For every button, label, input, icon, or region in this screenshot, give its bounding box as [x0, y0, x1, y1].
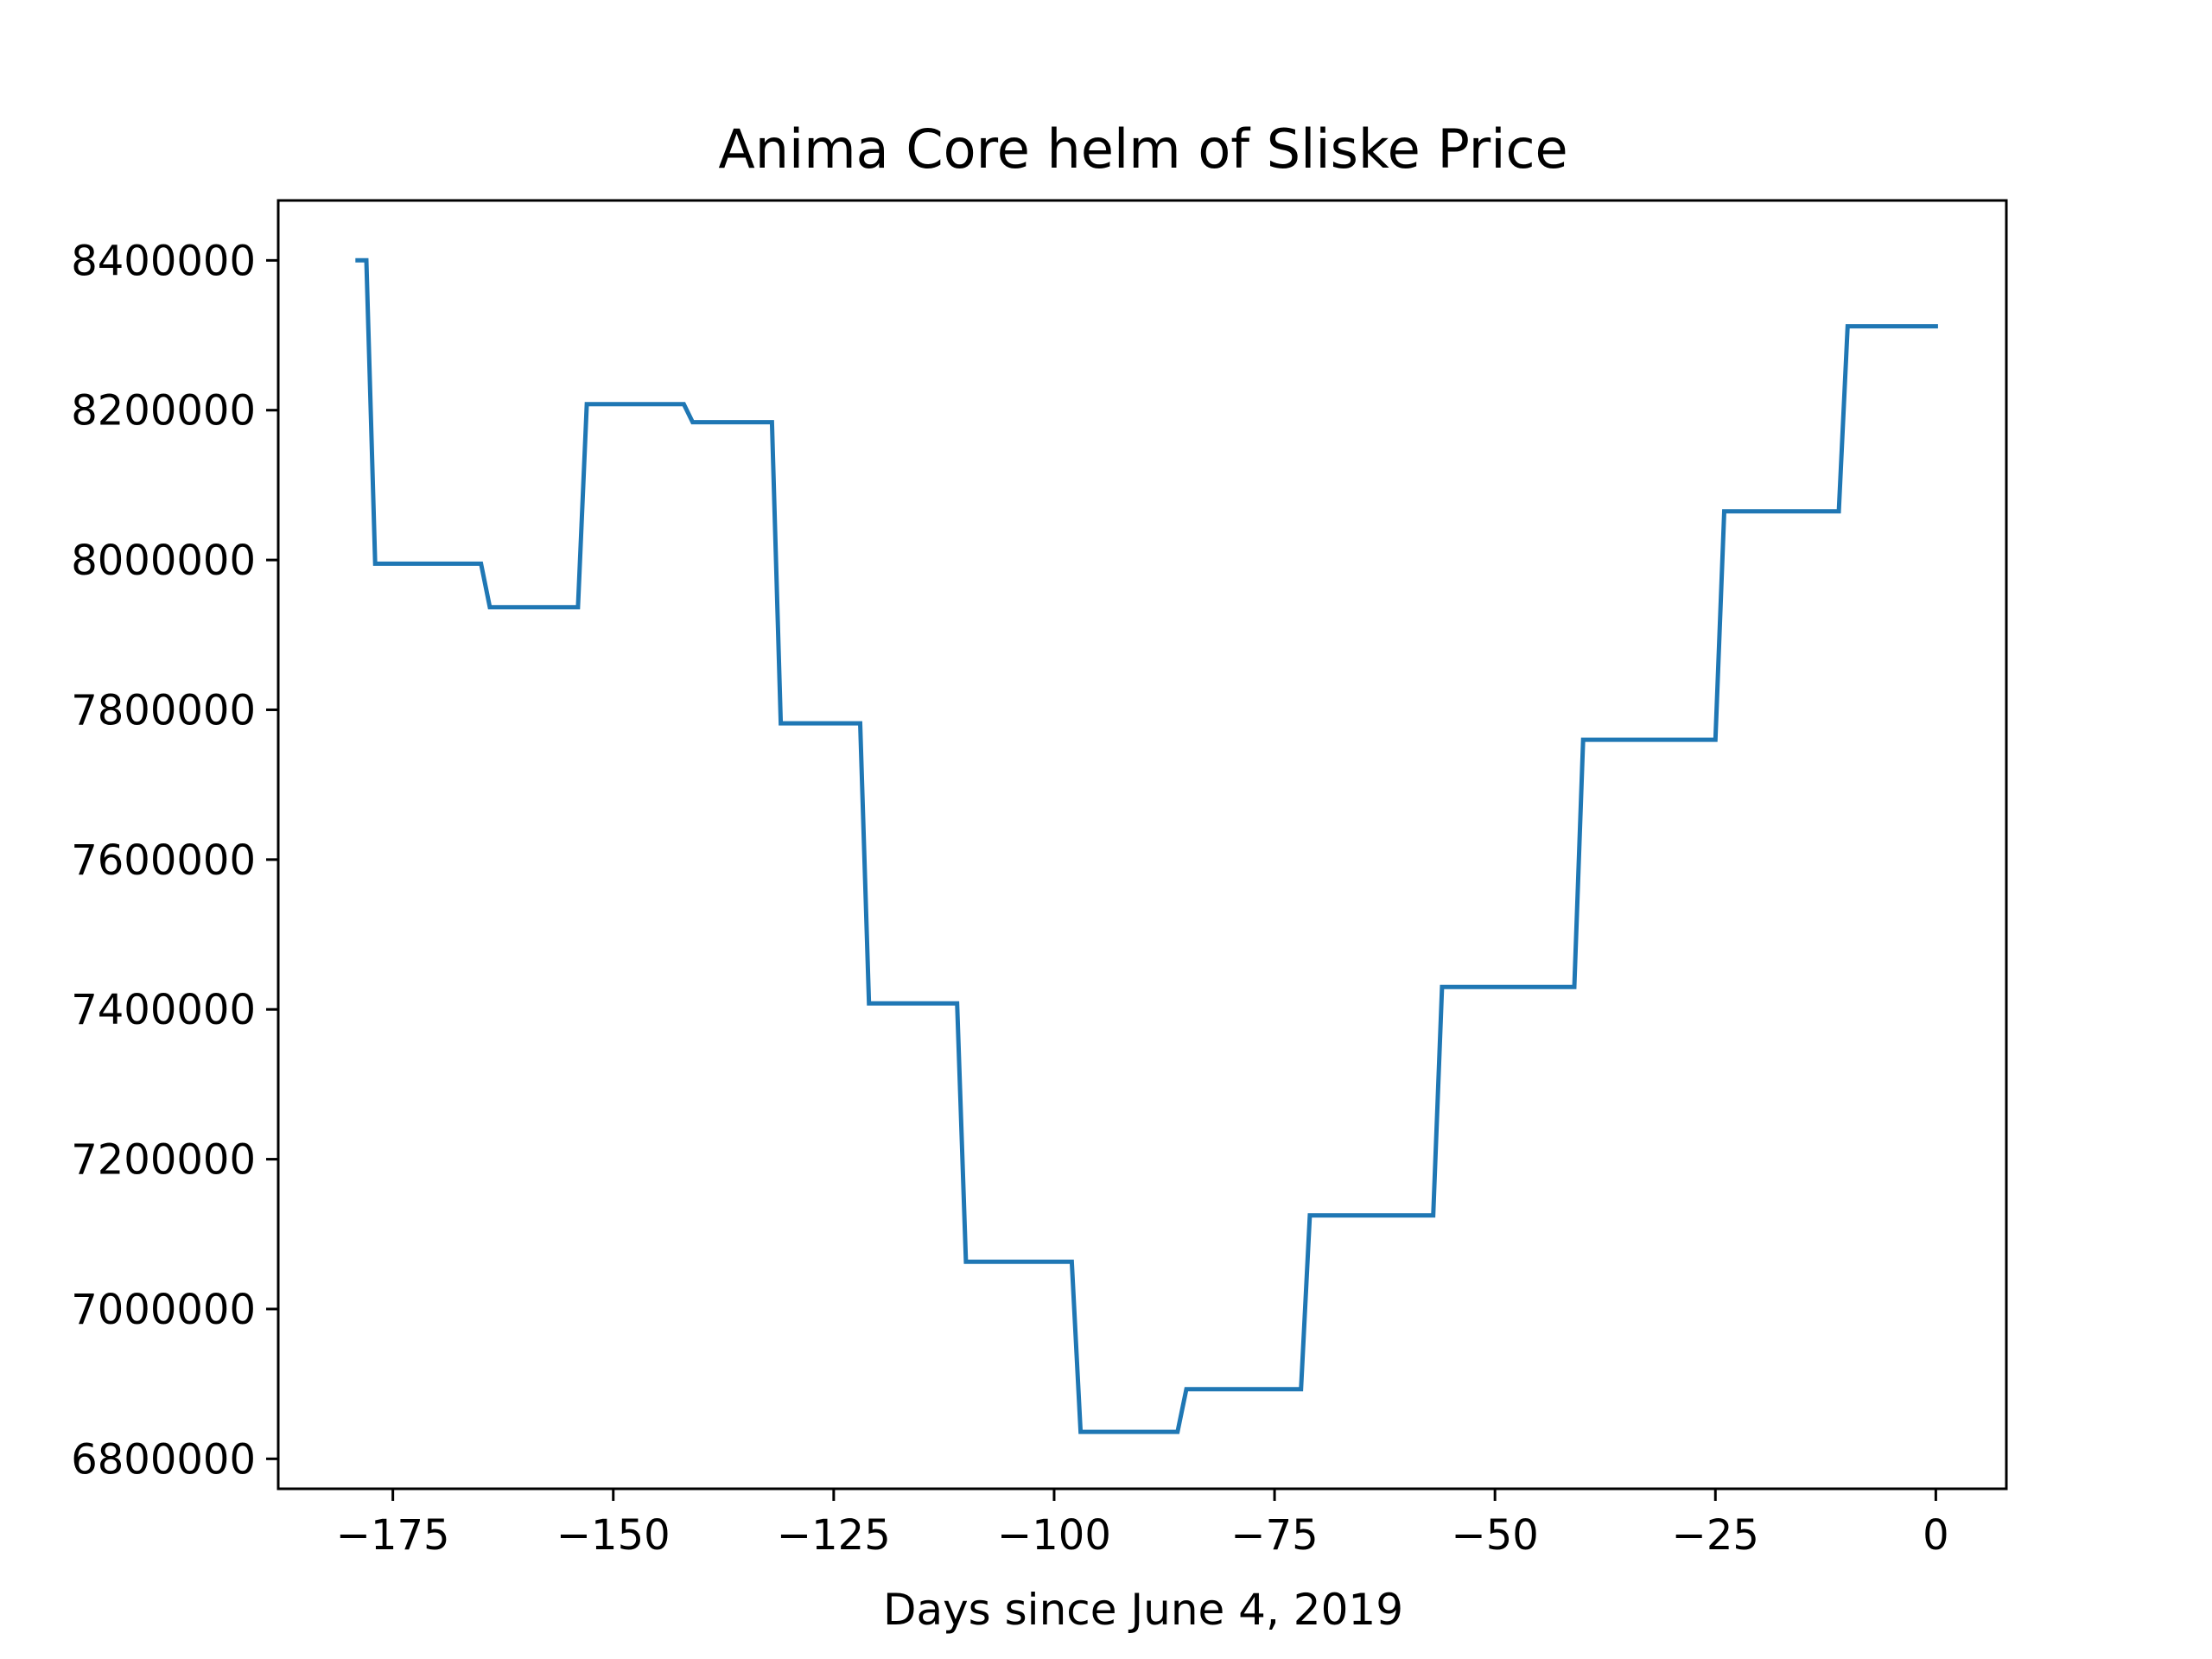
data-point [357, 259, 359, 261]
data-point [365, 259, 367, 261]
data-point [1177, 1431, 1179, 1433]
chart-title: Anima Core helm of Sliske Price [718, 118, 1567, 181]
data-point [1441, 986, 1443, 988]
series-line-0 [355, 257, 1938, 1434]
plot-frame [276, 199, 2008, 1491]
data-point [1935, 326, 1936, 327]
y-tick-label: 8000000 [71, 537, 256, 585]
data-point [683, 404, 684, 405]
y-tick-label: 7600000 [71, 836, 256, 885]
data-point [1433, 1215, 1434, 1217]
data-point [1582, 739, 1584, 741]
y-tick-label: 8200000 [71, 387, 256, 435]
y-tick-label: 7000000 [71, 1286, 256, 1334]
data-point [1071, 1261, 1072, 1262]
data-point [771, 422, 772, 423]
x-tick-label: −150 [556, 1511, 671, 1560]
data-point [965, 1261, 967, 1262]
x-tick-label: −25 [1672, 1511, 1759, 1560]
y-tick-label: 7400000 [71, 986, 256, 1034]
plot-area [355, 257, 1938, 1434]
data-point [1838, 511, 1840, 512]
x-tick-label: 0 [1923, 1511, 1949, 1560]
data-point [859, 722, 861, 724]
data-point [1309, 1215, 1311, 1217]
data-point [374, 563, 376, 564]
data-point [480, 563, 482, 564]
data-point [1723, 511, 1725, 512]
y-tick-label: 8400000 [71, 237, 256, 285]
x-tick-label: −100 [997, 1511, 1111, 1560]
data-point [957, 1002, 958, 1004]
data-point [1573, 986, 1575, 988]
y-tick-label: 6800000 [71, 1435, 256, 1484]
x-tick-label: −175 [336, 1511, 450, 1560]
data-point [489, 607, 491, 608]
x-axis-label: Days since June 4, 2019 [883, 1585, 1403, 1635]
y-tick-label: 7200000 [71, 1136, 256, 1185]
data-point [780, 722, 782, 724]
x-axis: −175 −150 −125 −100 −75 −50 −25 0 [336, 1489, 1949, 1560]
data-point [577, 607, 579, 608]
x-tick-label: −125 [777, 1511, 891, 1560]
data-point [1185, 1389, 1187, 1390]
data-point [586, 404, 588, 405]
data-point [1714, 739, 1716, 741]
data-point [1300, 1389, 1302, 1390]
data-point [1847, 326, 1848, 327]
y-tick-label: 7800000 [71, 686, 256, 734]
x-tick-label: −75 [1230, 1511, 1318, 1560]
data-point [1080, 1431, 1082, 1433]
data-point [692, 422, 694, 423]
y-axis: 6800000 7000000 7200000 7400000 7600000 78000… [71, 237, 278, 1484]
x-tick-label: −50 [1452, 1511, 1539, 1560]
data-point [868, 1002, 870, 1004]
